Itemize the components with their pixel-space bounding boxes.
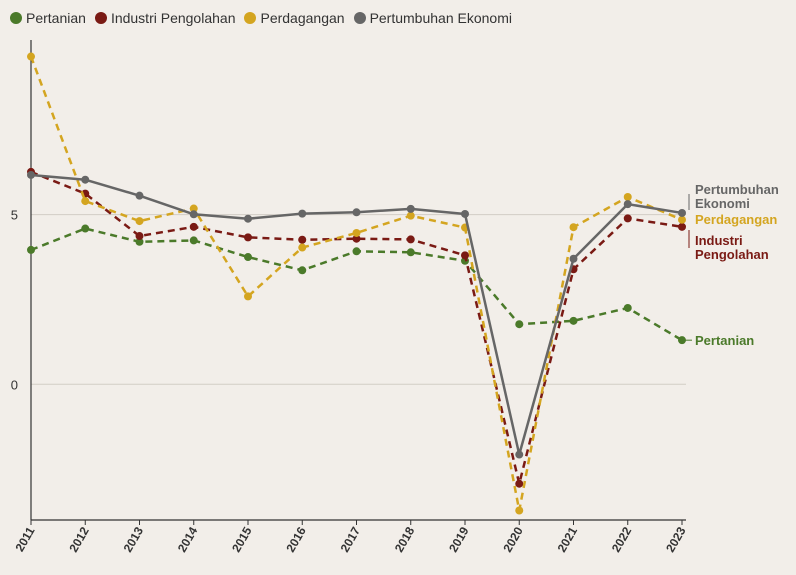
data-point <box>135 217 144 226</box>
data-point <box>623 193 632 201</box>
legend-swatch <box>244 12 257 24</box>
x-tick-label: 2014 <box>175 524 201 554</box>
x-tick-label: 2011 <box>12 524 37 554</box>
legend-label: Pertumbuhan Ekonomi <box>369 10 512 26</box>
data-point <box>352 208 361 217</box>
legend-item-industri-pengolahan[interactable]: Industri Pengolahan <box>94 10 236 26</box>
x-tick-label: 2019 <box>446 524 472 554</box>
legend-label: Pertanian <box>26 10 86 26</box>
x-tick-label: 2017 <box>338 524 364 554</box>
data-point <box>189 236 198 245</box>
data-point <box>352 234 361 243</box>
x-tick-label: 2015 <box>229 524 255 554</box>
end-label-industri-pengolahan: Industri Pengolahan <box>695 233 769 262</box>
end-label-line: Ekonomi <box>695 196 750 211</box>
data-point <box>515 450 524 459</box>
x-tick-label: 2021 <box>555 524 581 554</box>
data-point <box>678 336 686 345</box>
data-point <box>298 243 307 252</box>
data-point <box>569 223 578 232</box>
data-point <box>27 52 35 61</box>
legend-swatch <box>94 12 107 24</box>
x-tick-label: 2020 <box>500 524 526 554</box>
y-tick-label: 5 <box>11 208 18 223</box>
end-label-line: Pengolahan <box>695 247 769 262</box>
data-point <box>406 211 415 220</box>
end-label-pertanian: Pertanian <box>695 333 754 348</box>
data-point <box>135 237 144 246</box>
data-point <box>81 197 90 206</box>
data-point <box>244 292 252 301</box>
series-line-perdagangan <box>29 56 683 512</box>
legend-swatch <box>353 12 366 24</box>
data-point <box>515 320 524 329</box>
data-point <box>298 235 307 244</box>
x-tick-label: 2013 <box>121 524 147 554</box>
data-point <box>623 200 632 209</box>
data-point <box>244 253 252 262</box>
data-point <box>623 303 632 312</box>
end-label-pertumbuhan-ekonomi: Pertumbuhan Ekonomi <box>695 182 779 211</box>
data-point <box>189 204 198 213</box>
data-point <box>135 232 144 241</box>
data-point <box>27 170 35 179</box>
data-point <box>678 222 686 231</box>
legend-item-perdagangan[interactable]: Perdagangan <box>244 10 345 26</box>
data-point <box>298 266 307 275</box>
data-point <box>81 224 90 233</box>
data-point <box>352 247 361 256</box>
legend-label: Industri Pengolahan <box>110 10 236 26</box>
x-tick-label: 2022 <box>609 524 635 554</box>
series-line-pertanian <box>30 227 683 342</box>
data-point <box>515 506 524 515</box>
legend-item-pertanian[interactable]: Pertanian <box>10 10 86 26</box>
legend-label: Perdagangan <box>260 10 345 26</box>
x-tick-label: 2012 <box>66 524 92 554</box>
x-tick-label: 2023 <box>663 524 689 554</box>
data-point <box>81 175 90 184</box>
data-point <box>623 214 632 223</box>
x-tick-label: 2016 <box>283 524 309 554</box>
series-line-industri-pengolahan <box>30 170 683 485</box>
data-point <box>27 245 35 254</box>
end-label-perdagangan: Perdagangan <box>695 212 777 227</box>
data-point <box>406 204 415 213</box>
data-point <box>298 209 307 218</box>
x-tick-label: 2018 <box>392 524 418 554</box>
data-point <box>678 208 686 217</box>
data-point <box>406 235 415 244</box>
end-label-line: Industri <box>695 233 743 248</box>
data-point <box>244 214 252 223</box>
data-point <box>189 210 198 219</box>
legend-item-pertumbuhan-ekonomi[interactable]: Pertumbuhan Ekonomi <box>353 10 512 26</box>
series-line-pertumbuhan-ekonomi <box>30 173 683 456</box>
y-tick-label: 0 <box>11 377 18 392</box>
data-point <box>569 316 578 325</box>
data-point <box>189 222 198 231</box>
end-label-line: Pertumbuhan <box>695 182 779 197</box>
data-point <box>244 233 252 242</box>
data-point <box>678 215 686 224</box>
data-point <box>406 248 415 257</box>
data-point <box>461 209 469 218</box>
legend-swatch <box>10 12 22 24</box>
data-point <box>352 228 361 237</box>
data-point <box>461 251 469 260</box>
data-point <box>569 254 578 263</box>
chart-legend: Pertanian Industri Pengolahan Perdaganga… <box>10 10 521 26</box>
data-point <box>135 191 144 200</box>
data-point <box>515 479 524 488</box>
